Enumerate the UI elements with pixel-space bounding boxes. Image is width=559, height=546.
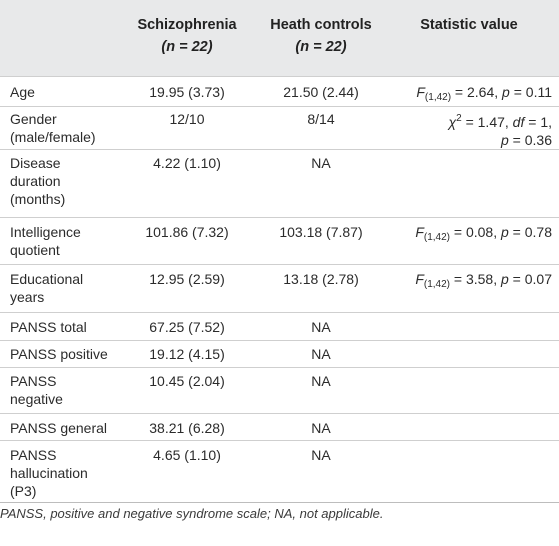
row-label: Intelligence quotient xyxy=(10,224,81,258)
row-label: PANSS general xyxy=(10,420,108,436)
row-label: Age xyxy=(10,84,35,100)
row-controls-value: 103.18 (7.87) xyxy=(279,224,363,240)
row-schizophrenia-value: 67.25 (7.52) xyxy=(149,319,225,335)
row-controls-value: 8/14 xyxy=(307,111,335,127)
row-schizophrenia-value: 4.22 (1.10) xyxy=(153,155,221,171)
row-schizophrenia-value: 10.45 (2.04) xyxy=(149,373,225,389)
row-label: PANSS positive xyxy=(10,346,108,362)
divider xyxy=(0,502,559,503)
row-label: PANSS total xyxy=(10,319,87,335)
divider xyxy=(0,312,559,313)
row-schizophrenia-value: 38.21 (6.28) xyxy=(149,420,225,436)
divider xyxy=(0,217,559,218)
row-controls-value: NA xyxy=(311,447,331,463)
divider xyxy=(0,413,559,414)
row-controls-value: NA xyxy=(311,420,331,436)
header-schizophrenia: Schizophrenia (n = 22) xyxy=(122,14,252,58)
divider xyxy=(0,76,559,77)
header-controls-n: (n = 22) xyxy=(295,39,347,55)
row-statistic: χ2 = 1.47, df = 1, p = 0.36 xyxy=(448,113,552,148)
row-label: PANSS negative xyxy=(10,373,63,407)
header-schizophrenia-label: Schizophrenia xyxy=(137,17,237,33)
header-controls-label: Heath controls xyxy=(270,17,372,33)
row-schizophrenia-value: 12.95 (2.59) xyxy=(149,271,225,287)
divider xyxy=(0,367,559,368)
row-statistic: F(1,42) = 2.64, p = 0.11 xyxy=(416,84,552,103)
row-label: Gender (male/female) xyxy=(10,111,96,145)
row-label: Educational years xyxy=(10,271,84,305)
row-label: PANSS hallucination (P3) xyxy=(10,447,88,499)
row-schizophrenia-value: 19.12 (4.15) xyxy=(149,346,225,362)
row-schizophrenia-value: 12/10 xyxy=(169,111,205,127)
row-controls-value: NA xyxy=(311,346,331,362)
header-statistic: Statistic value xyxy=(420,17,518,33)
row-schizophrenia-value: 19.95 (3.73) xyxy=(149,84,225,100)
divider xyxy=(0,340,559,341)
table-header: Schizophrenia (n = 22) Heath controls (n… xyxy=(0,0,559,76)
row-controls-value: NA xyxy=(311,319,331,335)
row-controls-value: 21.50 (2.44) xyxy=(283,84,359,100)
header-schizophrenia-n: (n = 22) xyxy=(161,39,213,55)
divider xyxy=(0,106,559,107)
row-label: Disease duration (months) xyxy=(10,155,66,207)
header-controls: Heath controls (n = 22) xyxy=(256,14,386,58)
row-statistic: F(1,42) = 0.08, p = 0.78 xyxy=(415,224,552,243)
table-footnote: PANSS, positive and negative syndrome sc… xyxy=(0,506,384,521)
row-schizophrenia-value: 4.65 (1.10) xyxy=(153,447,221,463)
divider xyxy=(0,264,559,265)
row-statistic: F(1,42) = 3.58, p = 0.07 xyxy=(415,271,552,290)
row-controls-value: 13.18 (2.78) xyxy=(283,271,359,287)
row-controls-value: NA xyxy=(311,155,331,171)
divider xyxy=(0,440,559,441)
row-schizophrenia-value: 101.86 (7.32) xyxy=(145,224,229,240)
row-controls-value: NA xyxy=(311,373,331,389)
divider xyxy=(0,149,559,150)
